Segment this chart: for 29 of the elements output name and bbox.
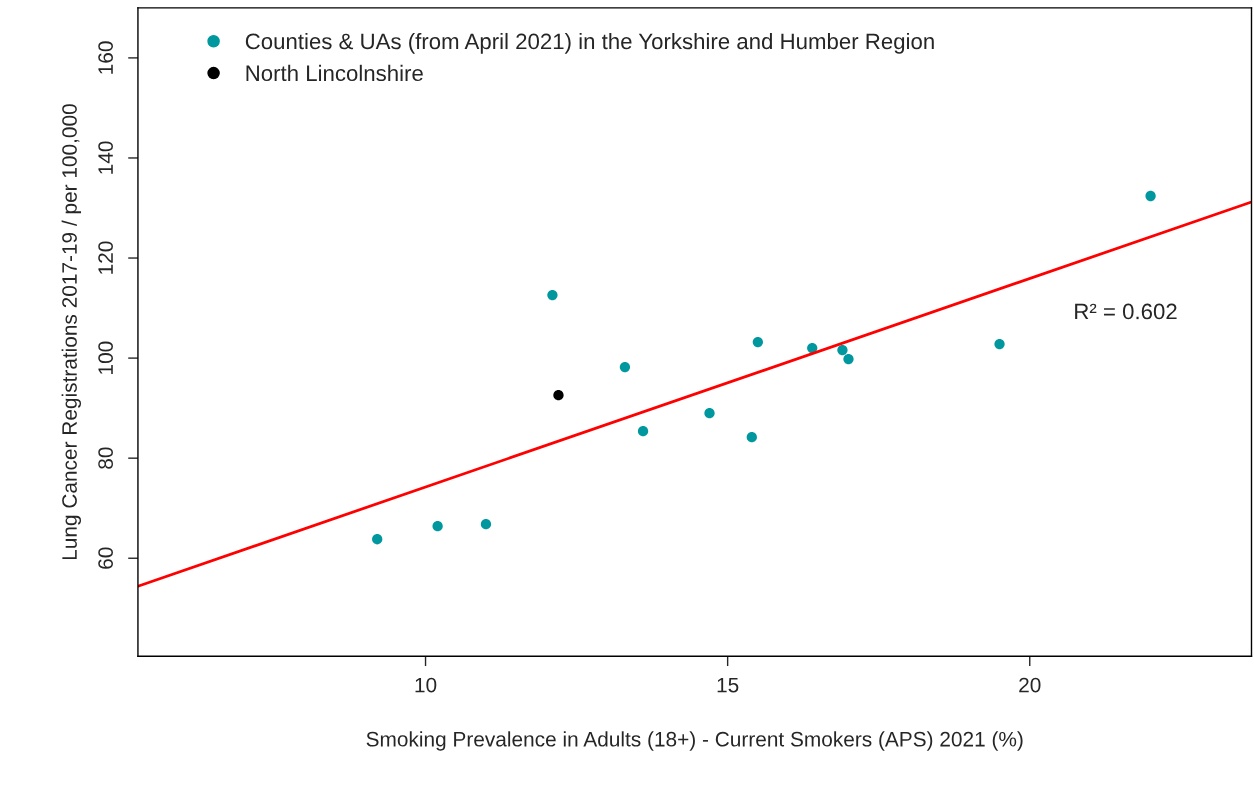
point	[843, 353, 854, 365]
point	[547, 289, 558, 301]
point	[480, 519, 492, 530]
x-tick-label: 20	[1019, 677, 1041, 693]
y-tick-label: 160	[98, 41, 113, 74]
point	[837, 344, 848, 356]
y-tick-label: 140	[98, 141, 113, 174]
x-axis-title: Smoking Prevalence in Adults (18+) - Current Smokers (APS) 2021 (%)	[366, 731, 1023, 751]
point	[619, 361, 631, 373]
point	[637, 426, 649, 437]
point	[1145, 190, 1156, 202]
x-tick-label: 15	[717, 677, 739, 693]
annotation: R² = 0.602	[1075, 303, 1177, 320]
y-tick-label: 60	[98, 547, 113, 569]
point	[994, 338, 1005, 350]
legend-label: North Lincolnshire	[246, 64, 423, 82]
point	[432, 521, 443, 532]
y-tick-label: 80	[98, 447, 113, 469]
x-tick-label: 10	[415, 677, 437, 693]
point	[752, 336, 764, 348]
y-tick-label: 100	[98, 341, 113, 374]
point	[704, 407, 715, 419]
point	[746, 432, 757, 443]
legend-label: Counties & UAs (from April 2021) in the Yorkshire and Humber Region	[245, 32, 934, 54]
point	[553, 389, 564, 401]
y-axis-title: Lung Cancer Registrations 2017-19 / per 100,000	[61, 104, 82, 560]
point	[807, 342, 818, 354]
y-tick-label: 120	[98, 241, 113, 274]
point	[372, 534, 383, 545]
